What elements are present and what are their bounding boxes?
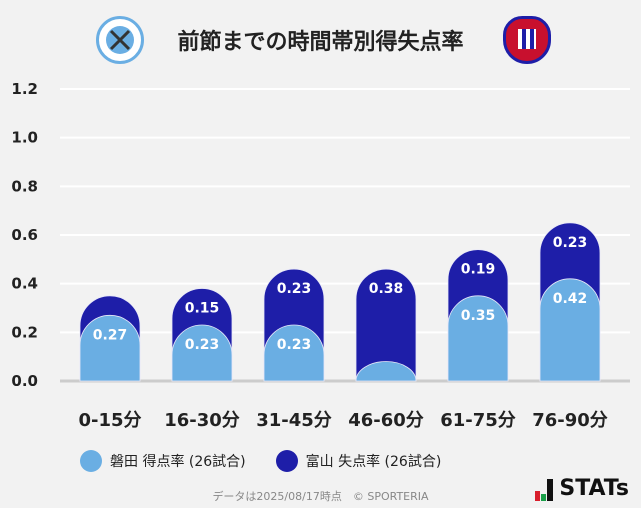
x-tick-label: 0-15分 bbox=[78, 410, 141, 431]
legend-item-iwata: 磐田 得点率 (26試合) bbox=[80, 450, 246, 472]
x-tick-label: 46-60分 bbox=[348, 410, 424, 431]
x-tick-label: 31-45分 bbox=[256, 410, 332, 431]
y-tick-label: 0.0 bbox=[11, 372, 38, 390]
legend-item-toyama: 富山 失点率 (26試合) bbox=[275, 450, 442, 472]
data-label: 0.19 bbox=[461, 262, 496, 278]
y-tick-label: 0.8 bbox=[11, 177, 38, 195]
legend: 磐田 得点率 (26試合) 富山 失点率 (26試合) bbox=[80, 450, 441, 472]
y-tick-label: 1.0 bbox=[11, 129, 38, 147]
bar-iwata-scored bbox=[171, 324, 233, 382]
home-team-logo bbox=[96, 16, 144, 64]
data-label: 0.23 bbox=[277, 281, 312, 297]
bar-iwata-scored bbox=[539, 278, 601, 382]
y-tick-label: 1.2 bbox=[11, 80, 38, 98]
bar-iwata-scored bbox=[355, 361, 417, 382]
x-tick-label: 61-75分 bbox=[440, 410, 516, 431]
legend-label: 磐田 得点率 (26試合) bbox=[110, 454, 246, 470]
bar-iwata-scored bbox=[79, 314, 141, 382]
data-label: 0.23 bbox=[553, 235, 588, 251]
y-tick-label: 0.2 bbox=[11, 323, 38, 341]
brand-text: STATs bbox=[559, 476, 629, 501]
bar-iwata-scored bbox=[263, 324, 325, 382]
data-label: 0.35 bbox=[461, 308, 496, 324]
data-label: 0.42 bbox=[553, 291, 588, 307]
y-tick-label: 0.4 bbox=[11, 275, 38, 293]
data-label: 0.27 bbox=[93, 327, 128, 343]
data-label: 0.38 bbox=[369, 281, 404, 297]
bar-toyama-conceded bbox=[355, 268, 417, 382]
stats-logo: STATs bbox=[535, 476, 629, 501]
bar-iwata-scored bbox=[447, 295, 509, 382]
legend-swatch bbox=[275, 450, 298, 472]
data-label: 0.15 bbox=[185, 301, 220, 317]
chart-title: 前節までの時間帯別得失点率 bbox=[177, 30, 464, 55]
x-tick-label: 16-30分 bbox=[164, 410, 240, 431]
y-tick-label: 0.6 bbox=[11, 226, 38, 244]
footer-note: データは2025/08/17時点 © SPORTERIA bbox=[212, 490, 429, 503]
away-team-logo bbox=[503, 16, 551, 64]
legend-swatch bbox=[80, 450, 102, 472]
legend-label: 富山 失点率 (26試合) bbox=[305, 454, 442, 470]
x-tick-label: 76-90分 bbox=[532, 410, 608, 431]
data-label: 0.23 bbox=[185, 337, 220, 353]
data-label: 0.23 bbox=[277, 337, 312, 353]
